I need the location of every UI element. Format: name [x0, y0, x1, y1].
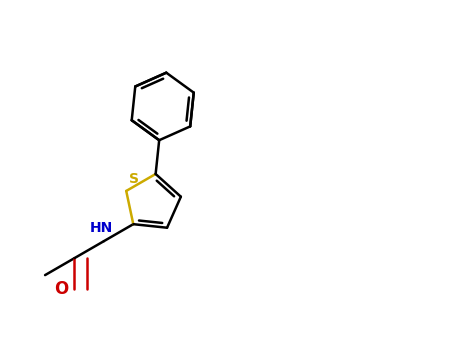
Text: S: S [129, 172, 139, 186]
Text: O: O [54, 280, 68, 298]
Text: HN: HN [90, 221, 113, 235]
